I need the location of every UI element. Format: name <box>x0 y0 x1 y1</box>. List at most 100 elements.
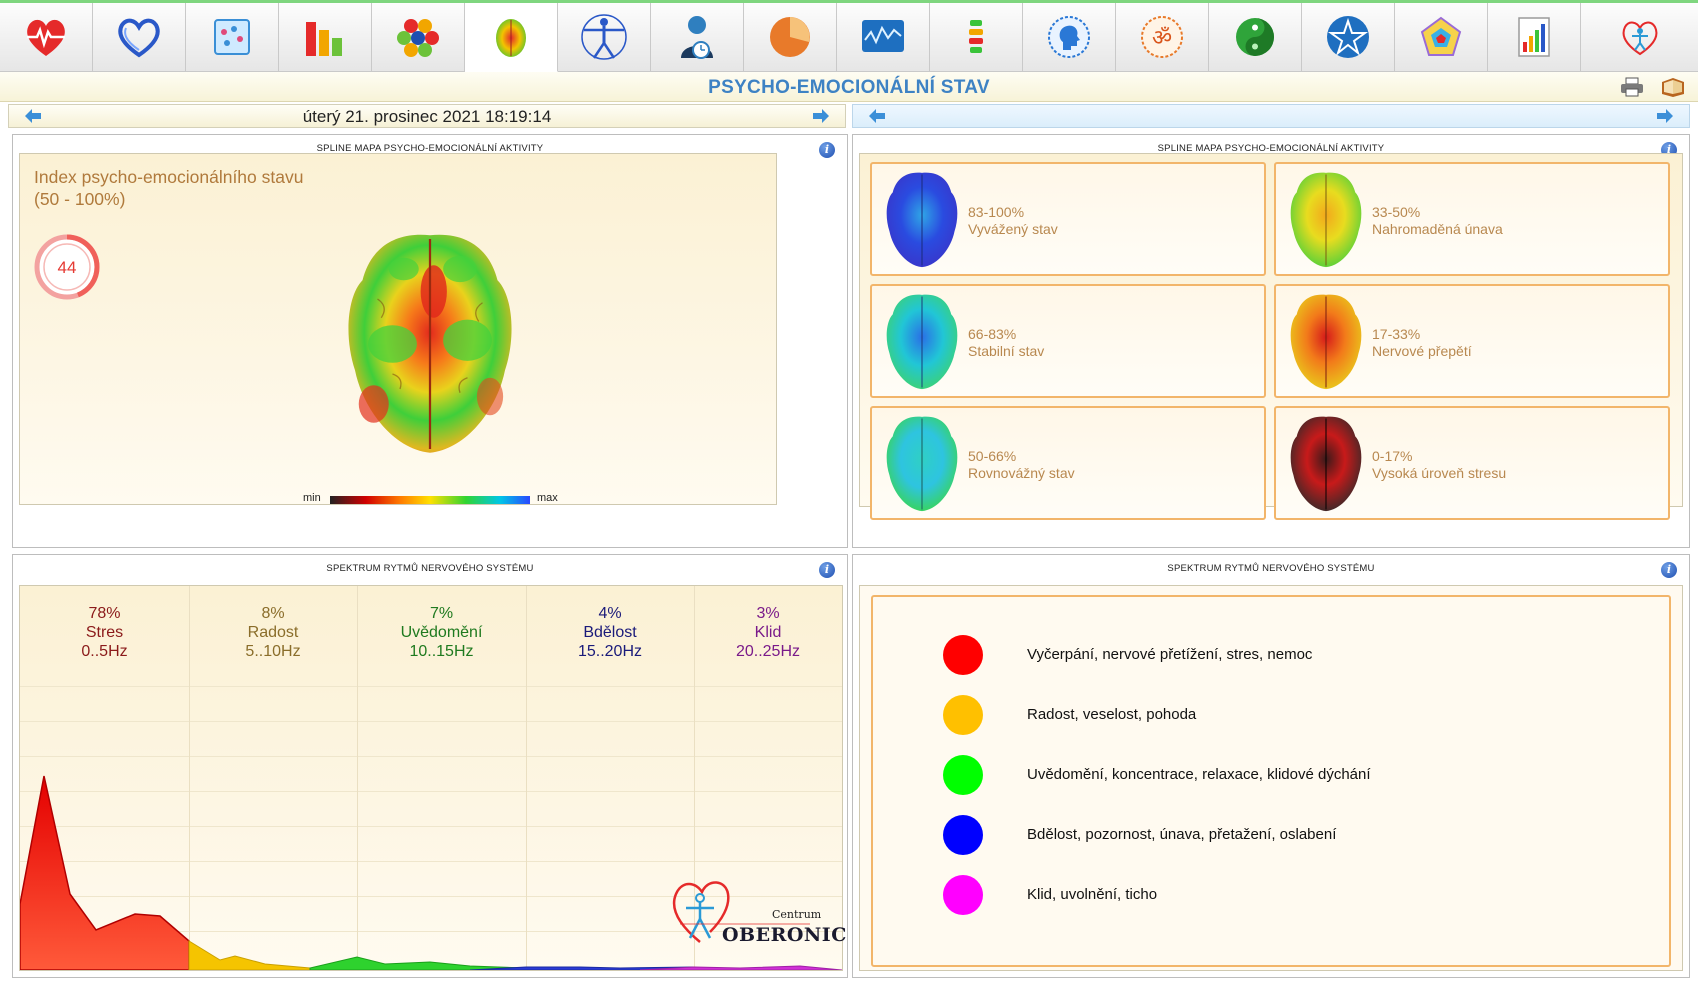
band-range: 20..25Hz <box>735 643 801 660</box>
state-card: 66-83% Stabilní stav <box>870 284 1266 398</box>
legend-box: Vyčerpání, nervové přetížení, stres, nem… <box>871 595 1671 967</box>
legend-max-label: max <box>537 492 558 504</box>
toolbar-button-cells[interactable] <box>372 3 465 72</box>
toolbar-button-brain-map[interactable] <box>465 3 558 72</box>
legend-text: Bdělost, pozornost, únava, přetažení, os… <box>1027 826 1337 843</box>
toolbar-button-star[interactable] <box>1302 3 1395 72</box>
toolbar-button-analysis[interactable] <box>186 3 279 72</box>
index-value: 44 <box>58 258 77 277</box>
arrow-right-icon[interactable] <box>813 109 829 123</box>
toolbar-button-report[interactable] <box>1488 3 1581 72</box>
activity-map-area: Index psycho-emocionálního stavu (50 - 1… <box>19 153 777 505</box>
panel-heading: SPLINE MAPA PSYCHO-EMOCIONÁLNÍ AKTIVITY <box>1157 143 1385 154</box>
heart-ecg-icon <box>27 19 65 56</box>
band-name: Stres <box>85 624 124 641</box>
module-toolbar: ॐ <box>0 0 1698 72</box>
brain-red-thumbnail <box>1290 294 1362 390</box>
band-alertness: 4% Bdělost 15..20Hz <box>526 604 694 661</box>
state-label: Vyvážený stav <box>968 221 1058 237</box>
state-range: 0-17% <box>1372 448 1413 464</box>
panel-heading: SPLINE MAPA PSYCHO-EMOCIONÁLNÍ AKTIVITY <box>316 143 544 154</box>
color-scale-bar <box>330 496 530 504</box>
panel-heading: SPEKTRUM RYTMŮ NERVOVÉHO SYSTÉMU <box>326 563 534 574</box>
hexagon-cells-icon <box>397 19 439 57</box>
brain-activity-map <box>348 234 512 453</box>
toolbar-button-pie[interactable] <box>744 3 837 72</box>
om-symbol-icon: ॐ <box>1141 16 1183 58</box>
state-label: Stabilní stav <box>968 343 1045 359</box>
toolbar-button-bar-chart[interactable] <box>279 3 372 72</box>
toolbar-button-heart-rhythm[interactable] <box>93 3 186 72</box>
info-icon[interactable]: i <box>819 562 835 578</box>
toolbar-button-wave-monitor[interactable] <box>837 3 930 72</box>
state-card: 0-17% Vysoká úroveň stresu <box>1274 406 1670 520</box>
band-range: 0..5Hz <box>81 643 128 660</box>
arrow-left-icon[interactable] <box>25 109 41 123</box>
toolbar-button-yin-yang[interactable] <box>1209 3 1302 72</box>
legend-dot <box>943 755 983 795</box>
panel-nervous-spectrum: SPEKTRUM RYTMŮ NERVOVÉHO SYSTÉMU i 78% S… <box>12 554 848 978</box>
arrow-right-icon[interactable] <box>1657 109 1673 123</box>
state-label: Rovnovážný stav <box>968 465 1075 481</box>
analysis-grid-icon <box>214 19 250 55</box>
legend-min-label: min <box>303 492 321 504</box>
state-label: Nahromaděná únava <box>1372 221 1503 237</box>
session-date: úterý 21. prosinec 2021 18:19:14 <box>302 107 552 126</box>
band-range: 15..20Hz <box>577 643 643 660</box>
state-range: 83-100% <box>968 204 1025 220</box>
wave-monitor-icon <box>862 20 904 52</box>
brain-blue-thumbnail <box>886 172 958 268</box>
band-name: Bdělost <box>583 624 637 641</box>
oberonic-logo-icon <box>672 881 810 943</box>
svg-text:ॐ: ॐ <box>1152 26 1172 51</box>
legend-dot <box>943 875 983 915</box>
band-percent: 4% <box>598 605 622 622</box>
band-joy: 8% Radost 5..10Hz <box>189 604 357 661</box>
date-navigator-right <box>852 104 1690 128</box>
toolbar-button-person[interactable] <box>651 3 744 72</box>
band-percent: 3% <box>756 605 780 622</box>
state-label: Vysoká úroveň stresu <box>1372 465 1507 481</box>
blue-heart-icon <box>118 18 160 58</box>
state-card: 50-66% Rovnovážný stav <box>870 406 1266 520</box>
brain-cyan-thumbnail <box>886 294 958 390</box>
toolbar-button-cardio[interactable] <box>0 3 93 72</box>
state-label: Nervové přepětí <box>1372 343 1472 359</box>
info-icon[interactable]: i <box>1661 562 1677 578</box>
pie-chart-icon <box>770 17 810 57</box>
oberonic-heart-icon <box>1622 21 1657 56</box>
legend-dot <box>943 695 983 735</box>
spectrum-curve <box>20 775 842 970</box>
index-range: (50 - 100%) <box>34 189 126 209</box>
info-icon[interactable]: i <box>819 142 835 158</box>
toolbar-button-spine[interactable] <box>930 3 1023 72</box>
state-range: 33-50% <box>1372 204 1421 220</box>
state-card: 83-100% Vyvážený stav <box>870 162 1266 276</box>
brain-dark-thumbnail <box>1290 416 1362 512</box>
state-range: 50-66% <box>968 448 1017 464</box>
band-name: Radost <box>247 624 299 641</box>
page-title: PSYCHO-EMOCIONÁLNÍ STAV <box>708 77 990 98</box>
arrow-left-icon[interactable] <box>869 109 885 123</box>
band-range: 5..10Hz <box>245 643 301 660</box>
date-navigator-left: úterý 21. prosinec 2021 18:19:14 <box>8 104 846 128</box>
toolbar-button-om[interactable]: ॐ <box>1116 3 1209 72</box>
state-card: 17-33% Nervové přepětí <box>1274 284 1670 398</box>
printer-icon[interactable] <box>1620 77 1644 97</box>
band-percent: 78% <box>88 605 121 622</box>
band-name: Klid <box>754 624 782 641</box>
band-percent: 7% <box>429 605 454 622</box>
toolbar-button-vitruvian[interactable] <box>558 3 651 72</box>
state-range: 17-33% <box>1372 326 1421 342</box>
index-title-block: Index psycho-emocionálního stavu (50 - 1… <box>34 166 303 210</box>
manual-book-icon[interactable] <box>1660 76 1686 98</box>
band-range: 10..15Hz <box>409 643 474 660</box>
toolbar-button-oberonic[interactable] <box>1581 3 1698 72</box>
legend-text: Uvědomění, koncentrace, relaxace, klidov… <box>1027 766 1371 783</box>
panel-spectrum-legend: SPEKTRUM RYTMŮ NERVOVÉHO SYSTÉMU i Vyčer… <box>852 554 1690 978</box>
toolbar-button-head-profile[interactable] <box>1023 3 1116 72</box>
panel-reference-states: SPLINE MAPA PSYCHO-EMOCIONÁLNÍ AKTIVITY … <box>852 134 1690 548</box>
legend-dot <box>943 815 983 855</box>
toolbar-button-polygon[interactable] <box>1395 3 1488 72</box>
index-title: Index psycho-emocionálního stavu <box>34 167 304 187</box>
